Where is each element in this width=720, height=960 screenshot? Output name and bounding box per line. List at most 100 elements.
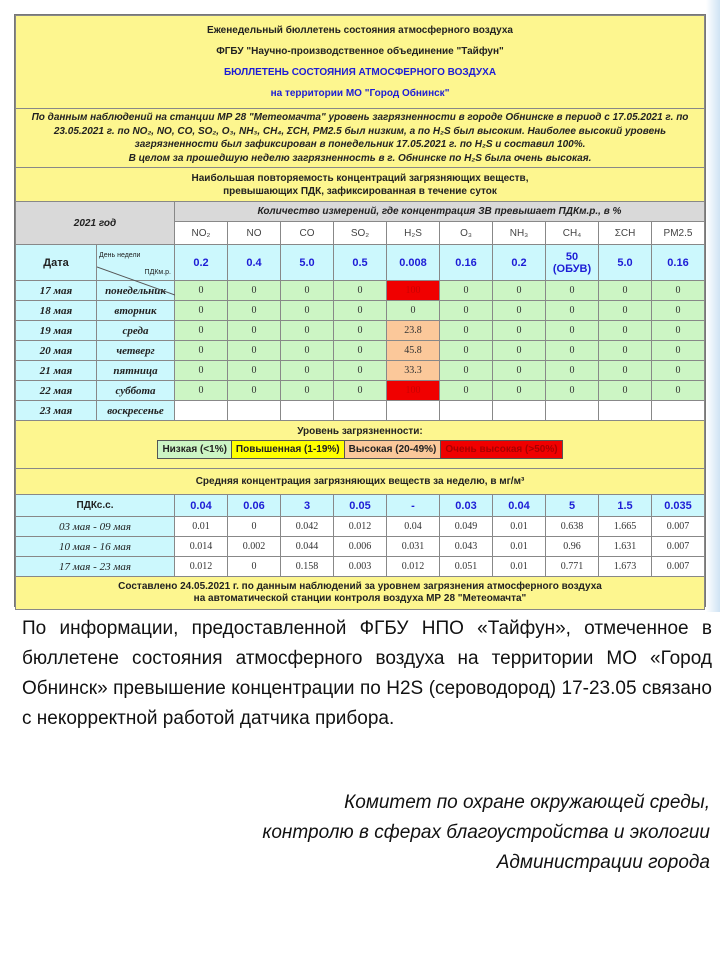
- percent-cell: 0: [439, 280, 493, 301]
- average-value: 0.638: [545, 516, 599, 537]
- percent-cell: [545, 400, 599, 421]
- average-title: Средняя концентрация загрязняющих вещест…: [15, 468, 705, 495]
- percent-cell: 0: [439, 360, 493, 381]
- average-value: 0: [227, 556, 281, 577]
- average-value: 0.051: [439, 556, 493, 577]
- percent-cell: 0: [280, 280, 334, 301]
- bulletin-header: Еженедельный бюллетень состояния атмосфе…: [15, 15, 705, 109]
- percent-cell: 0: [333, 300, 387, 321]
- row-date: 22 мая: [15, 380, 97, 401]
- signature-line1: Комитет по охране окружающей среды,: [344, 792, 710, 813]
- summary-text: По данным наблюдений на станции МР 28 "М…: [31, 112, 689, 150]
- legend-item: Низкая (<1%): [158, 441, 232, 458]
- footer-line2: на автоматической станции контроля возду…: [193, 593, 527, 604]
- gas-header: NH₃: [492, 221, 546, 245]
- repetition-title: Наибольшая повторяемость концентраций за…: [15, 167, 705, 202]
- table-row: 21 мая пятница 0 0 0 0 33.3 0 0 0 0 0: [15, 360, 705, 381]
- percent-cell: 0: [227, 320, 281, 341]
- average-title-row: Средняя концентрация загрязняющих вещест…: [15, 468, 705, 495]
- pdk-mr-value: 0.4: [227, 244, 281, 281]
- pdk-mr-value: 50 (ОБУВ): [545, 244, 599, 281]
- percent-cell: [651, 400, 705, 421]
- percent-cell: [439, 400, 493, 421]
- average-value: 0.01: [492, 556, 546, 577]
- average-value: 0.043: [439, 536, 493, 557]
- gas-header: H₂S: [386, 221, 440, 245]
- average-value: 0.014: [174, 536, 228, 557]
- table-row: 19 мая среда 0 0 0 0 23.8 0 0 0 0 0: [15, 320, 705, 341]
- percent-cell: 0: [598, 280, 652, 301]
- percent-cell: 0: [651, 360, 705, 381]
- percent-cell: 0: [439, 300, 493, 321]
- table-row: 18 мая вторник 0 0 0 0 0 0 0 0 0 0: [15, 300, 705, 321]
- header-line2: ФГБУ "Научно-производственное объединени…: [216, 46, 504, 57]
- percent-cell: 45.8: [386, 340, 440, 361]
- pdk-mr-value: 0.5: [333, 244, 387, 281]
- legend-item: Высокая (20-49%): [344, 441, 442, 458]
- diagonal-line: [97, 266, 175, 295]
- percent-cell: 100: [386, 380, 440, 401]
- percent-cell: 0: [280, 300, 334, 321]
- table-row: 17 мая понедельник 0 0 0 0 100 0 0 0 0 0: [15, 280, 705, 301]
- pdk-mr-value: 5.0: [598, 244, 652, 281]
- average-value: 0: [227, 516, 281, 537]
- row-weekday: четверг: [96, 340, 175, 361]
- pdk-ss-value: 0.05: [333, 494, 387, 517]
- header-line4: на территории МО "Город Обнинск": [270, 88, 450, 99]
- percent-cell: 0: [545, 300, 599, 321]
- percent-cell: 0: [227, 280, 281, 301]
- average-value: 0.003: [333, 556, 387, 577]
- percent-cell: [598, 400, 652, 421]
- percent-cell: 0: [280, 360, 334, 381]
- header-line1: Еженедельный бюллетень состояния атмосфе…: [207, 25, 513, 36]
- average-value: 1.673: [598, 556, 652, 577]
- gas-header: NO₂: [174, 221, 228, 245]
- percent-cell: 0: [545, 320, 599, 341]
- row-weekday: суббота: [96, 380, 175, 401]
- table-row: 20 мая четверг 0 0 0 0 45.8 0 0 0 0 0: [15, 340, 705, 361]
- percent-cell: 0: [598, 300, 652, 321]
- period: 10 мая - 16 мая: [15, 536, 175, 557]
- count-header: Количество измерений, где концентрация З…: [174, 201, 705, 222]
- percent-cell: [386, 400, 440, 421]
- row-date: 18 мая: [15, 300, 97, 321]
- percent-cell: 0: [545, 360, 599, 381]
- pdk-weekday-cell: ПДКм.р. День недели: [96, 244, 175, 295]
- pdk-mr-value: 0.16: [439, 244, 493, 281]
- info-paragraph: По информации, предоставленной ФГБУ НПО …: [22, 618, 712, 729]
- percent-cell: 0: [386, 300, 440, 321]
- footer-row: Составлено 24.05.2021 г. по данным наблю…: [15, 576, 705, 610]
- percent-cell: 0: [492, 280, 546, 301]
- pdk-ss-value: -: [386, 494, 440, 517]
- summary: По данным наблюдений на станции МР 28 "М…: [15, 108, 705, 168]
- percent-cell: 0: [280, 320, 334, 341]
- percent-cell: 0: [651, 380, 705, 401]
- weekday-label: День недели: [99, 251, 141, 259]
- average-row: 17 мая - 23 мая 0.012 0 0.158 0.003 0.012 0.05…: [15, 556, 705, 577]
- percent-cell: 23.8: [386, 320, 440, 341]
- percent-cell: 0: [333, 360, 387, 381]
- average-value: 0.049: [439, 516, 493, 537]
- header-line3: БЮЛЛЕТЕНЬ СОСТОЯНИЯ АТМОСФЕРНОГО ВОЗДУХА: [223, 67, 497, 78]
- table-row: 22 мая суббота 0 0 0 0 100 0 0 0 0 0: [15, 380, 705, 401]
- repetition-title-line1: Наибольшая повторяемость концентраций за…: [191, 172, 529, 184]
- average-value: 0.012: [333, 516, 387, 537]
- average-value: 1.665: [598, 516, 652, 537]
- percent-cell: 0: [545, 280, 599, 301]
- summary-conclusion: В целом за прошедшую неделю загрязненнос…: [128, 152, 592, 164]
- pdk-mr-value: 5.0: [280, 244, 334, 281]
- percent-cell: [227, 400, 281, 421]
- percent-cell: 0: [651, 300, 705, 321]
- average-row: 03 мая - 09 мая 0.01 0 0.042 0.012 0.04 0.049 0…: [15, 516, 705, 537]
- row-date: 23 мая: [15, 400, 97, 421]
- percent-cell: 0: [598, 320, 652, 341]
- percent-cell: 0: [492, 360, 546, 381]
- percent-cell: 0: [651, 280, 705, 301]
- percent-cell: 0: [174, 340, 228, 361]
- pdk-mr-value: 0.2: [492, 244, 546, 281]
- average-value: 0.01: [492, 536, 546, 557]
- date-label: Дата: [15, 244, 97, 281]
- percent-cell: 0: [174, 300, 228, 321]
- period: 17 мая - 23 мая: [15, 556, 175, 577]
- bulletin-image: Еженедельный бюллетень состояния атмосфе…: [14, 14, 706, 610]
